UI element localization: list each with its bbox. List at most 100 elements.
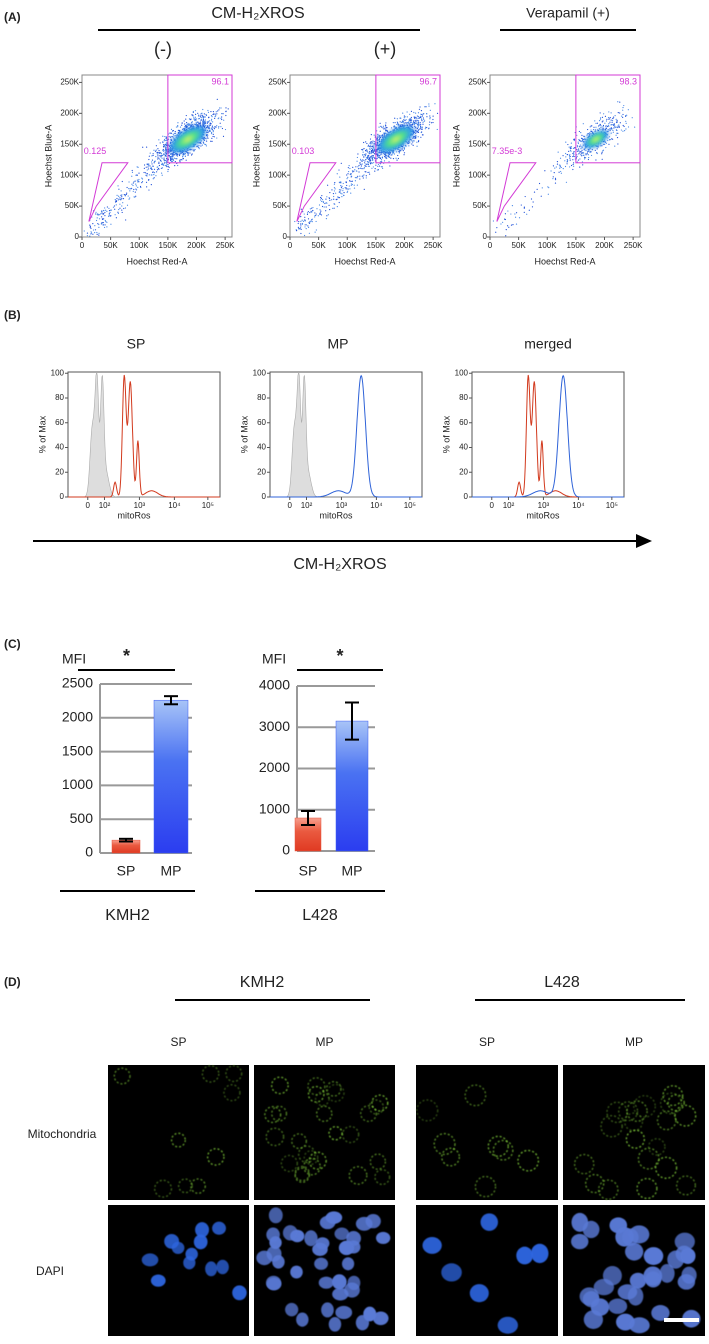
event-dot [118, 208, 120, 211]
nucleus [290, 1265, 303, 1279]
event-dot [364, 155, 367, 157]
event-dot [422, 134, 424, 136]
event-dot [364, 165, 366, 167]
event-dot [322, 200, 324, 203]
event-dot [596, 152, 598, 155]
error-bar [164, 695, 178, 706]
event-dot [121, 194, 123, 196]
event-dot [320, 214, 323, 216]
event-dot [420, 136, 422, 138]
event-dot [204, 143, 206, 146]
event-dot [394, 122, 396, 124]
event-dot [123, 194, 125, 196]
x-axis-label: Hoechst Red-A [126, 256, 187, 266]
event-dot [215, 115, 217, 117]
event-dot [359, 178, 361, 180]
nucleus [629, 1272, 647, 1289]
event-dot [157, 166, 159, 168]
event-dot [156, 153, 158, 155]
event-dot [623, 130, 626, 132]
event-dot [605, 146, 607, 149]
event-dot [370, 144, 372, 146]
significance: * [123, 646, 130, 666]
event-dot [505, 235, 507, 237]
event-dot [530, 198, 533, 200]
event-dot [623, 125, 625, 128]
event-dot [193, 150, 195, 152]
mito-signal [517, 1149, 540, 1172]
event-dot [429, 117, 431, 119]
y-tick-label: 0 [483, 232, 488, 241]
micrograph [563, 1205, 705, 1336]
x-tick-label: 200K [187, 241, 206, 250]
event-dot [147, 168, 150, 170]
mito-signal [303, 1150, 319, 1165]
event-dot [100, 213, 102, 215]
event-dot [609, 129, 611, 132]
event-dot [161, 172, 163, 174]
event-dot [500, 223, 502, 225]
event-dot [578, 149, 580, 151]
event-dot [317, 215, 319, 217]
event-dot [172, 133, 174, 135]
event-dot [164, 144, 166, 146]
event-dot [347, 176, 349, 179]
column-label: SP [479, 1035, 495, 1049]
event-dot [372, 151, 374, 154]
event-dot [201, 112, 203, 114]
event-dot [408, 120, 410, 122]
mito-signal [369, 1153, 387, 1170]
event-dot [162, 148, 164, 151]
event-dot [221, 127, 224, 130]
y-tick-label: 2000 [62, 709, 93, 725]
event-dot [108, 214, 110, 216]
event-dot [92, 223, 94, 225]
event-dot [184, 123, 186, 125]
event-dot [198, 144, 200, 147]
event-dot [131, 175, 133, 177]
mito-signal [315, 1105, 333, 1123]
event-dot [355, 166, 357, 168]
event-dot [305, 228, 307, 230]
y-tick-label: 0 [464, 492, 469, 501]
event-dot [566, 153, 569, 156]
event-dot [112, 206, 115, 208]
event-dot [381, 134, 383, 136]
event-dot [601, 158, 603, 160]
event-dot [572, 155, 574, 158]
event-dot [412, 144, 414, 146]
event-dot [126, 186, 128, 189]
event-dot [165, 152, 167, 154]
event-dot [113, 205, 116, 207]
event-dot [120, 190, 122, 192]
event-dot [604, 115, 607, 117]
event-dot [155, 171, 158, 173]
event-dot [204, 116, 206, 118]
event-dot [153, 172, 156, 174]
event-dot [526, 213, 528, 215]
event-dot [359, 158, 362, 160]
event-dot [303, 234, 306, 237]
event-dot [320, 197, 322, 199]
event-dot [165, 164, 168, 166]
event-dot [105, 209, 107, 211]
event-dot [366, 148, 368, 151]
event-dot [362, 151, 364, 153]
event-dot [417, 112, 420, 114]
event-dot [224, 128, 227, 131]
event-dot [155, 149, 157, 151]
x-tick-label: 250K [424, 241, 443, 250]
event-dot [532, 201, 534, 203]
event-dot [511, 205, 514, 207]
event-dot [384, 127, 386, 129]
event-dot [524, 195, 526, 198]
event-dot [119, 196, 121, 198]
event-dot [220, 117, 222, 119]
event-dot [362, 177, 364, 179]
event-dot [592, 128, 595, 131]
event-dot [198, 148, 200, 150]
nucleus [643, 1266, 663, 1286]
x-tick-label: 10² [99, 501, 111, 510]
event-dot [381, 157, 384, 159]
event-dot [355, 170, 357, 172]
